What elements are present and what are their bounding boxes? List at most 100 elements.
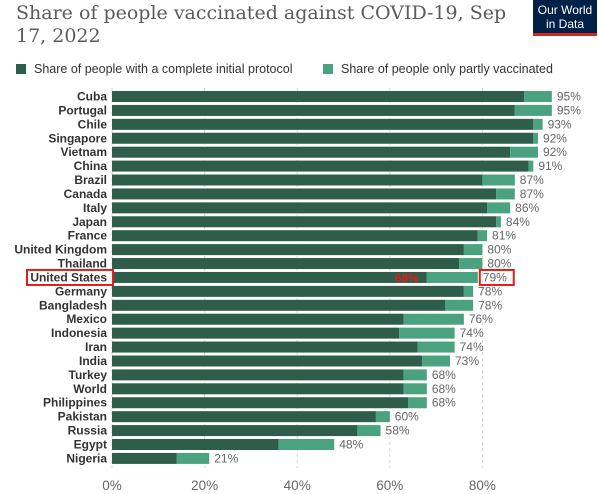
bar-complete-brazil: [112, 174, 483, 186]
bar-partly-cuba: [524, 91, 552, 102]
x-tick-label-80: 80%: [469, 478, 496, 493]
category-label-france: France: [68, 229, 108, 243]
value-label-brazil: 87%: [520, 173, 544, 187]
bar-complete-italy: [112, 202, 488, 214]
bar-complete-united-states: [112, 271, 427, 283]
bar-partly-singapore: [533, 132, 538, 144]
bar-partly-india: [422, 355, 450, 367]
category-label-india: India: [79, 354, 107, 368]
category-label-indonesia: Indonesia: [51, 326, 107, 340]
category-label-japan: Japan: [72, 215, 107, 229]
category-label-thailand: Thailand: [58, 257, 107, 271]
legend-item-partly[interactable]: Share of people only partly vaccinated: [323, 62, 553, 76]
value-label-pakistan: 60%: [395, 410, 419, 424]
category-label-vietnam: Vietnam: [61, 145, 107, 159]
value-label-portugal: 95%: [557, 103, 581, 117]
category-label-brazil: Brazil: [74, 173, 107, 187]
bar-complete-thailand: [112, 258, 460, 270]
value-label-turkey: 68%: [432, 368, 456, 382]
value-label-china: 91%: [538, 159, 562, 173]
bar-partly-mexico: [403, 313, 464, 325]
bar-complete-singapore: [112, 132, 534, 144]
bar-partly-egypt: [278, 439, 335, 450]
bar-complete-mexico: [112, 313, 404, 325]
bar-partly-brazil: [482, 174, 515, 186]
category-label-germany: Germany: [55, 284, 107, 298]
category-label-mexico: Mexico: [66, 312, 107, 326]
legend-item-complete[interactable]: Share of people with a complete initial …: [16, 62, 292, 76]
category-label-italy: Italy: [83, 201, 107, 215]
bar-complete-chile: [112, 118, 534, 130]
bar-complete-canada: [112, 188, 497, 200]
logo-line-2: in Data: [545, 17, 585, 31]
bar-complete-cuba: [112, 91, 525, 102]
value-label-united-kingdom: 80%: [487, 243, 511, 257]
category-label-chile: Chile: [78, 117, 108, 131]
legend-label-complete: Share of people with a complete initial …: [34, 62, 293, 76]
category-label-portugal: Portugal: [58, 103, 107, 117]
value-label-thailand: 80%: [487, 257, 511, 271]
bar-partly-turkey: [403, 369, 427, 381]
category-label-canada: Canada: [64, 187, 108, 201]
category-label-cuba: Cuba: [77, 90, 107, 104]
value-label-indonesia: 74%: [460, 326, 484, 340]
bar-partly-canada: [496, 188, 515, 200]
bar-complete-india: [112, 355, 423, 367]
annotation-label: 68%: [395, 271, 419, 285]
bar-complete-china: [112, 160, 529, 172]
bar-complete-nigeria: [112, 452, 177, 464]
category-label-singapore: Singapore: [48, 131, 107, 145]
x-tick-label-20: 20%: [191, 478, 218, 493]
bar-partly-philippines: [408, 397, 427, 409]
value-label-iran: 74%: [460, 340, 484, 354]
bar-complete-united-kingdom: [112, 244, 464, 256]
bar-partly-russia: [357, 425, 381, 437]
chart-title: Share of people vaccinated against COVID…: [16, 2, 507, 47]
category-label-world: World: [73, 382, 107, 396]
bar-complete-iran: [112, 341, 418, 353]
legend-swatch-complete: [16, 64, 26, 74]
value-label-canada: 87%: [520, 187, 544, 201]
value-label-philippines: 68%: [432, 396, 456, 410]
logo-line-1: Our World: [537, 3, 593, 17]
bar-partly-thailand: [459, 258, 483, 270]
category-label-nigeria: Nigeria: [66, 451, 107, 465]
category-label-china: China: [74, 159, 108, 173]
value-label-germany: 78%: [478, 284, 502, 298]
value-label-vietnam: 92%: [543, 145, 567, 159]
category-label-philippines: Philippines: [43, 396, 107, 410]
bar-partly-vietnam: [510, 146, 538, 158]
highlight-box-category: [26, 268, 114, 286]
owid-logo[interactable]: Our World in Data: [533, 0, 597, 36]
x-tick-label-0: 0%: [102, 478, 122, 493]
bar-complete-pakistan: [112, 411, 376, 423]
bar-partly-pakistan: [375, 411, 390, 423]
value-label-india: 73%: [455, 354, 479, 368]
bar-partly-bangladesh: [445, 299, 474, 311]
value-label-bangladesh: 78%: [478, 298, 502, 312]
x-tick-label-60: 60%: [376, 478, 403, 493]
bar-complete-germany: [112, 285, 464, 297]
bar-partly-chile: [533, 118, 543, 130]
bar-complete-world: [112, 383, 404, 395]
legend-label-partly: Share of people only partly vaccinated: [341, 62, 553, 76]
bar-complete-philippines: [112, 397, 409, 409]
bar-complete-bangladesh: [112, 299, 446, 311]
value-label-france: 81%: [492, 229, 516, 243]
bar-complete-turkey: [112, 369, 404, 381]
bar-partly-nigeria: [176, 452, 210, 464]
bar-complete-portugal: [112, 104, 515, 116]
value-label-world: 68%: [432, 382, 456, 396]
bar-partly-japan: [496, 216, 501, 228]
value-label-italy: 86%: [515, 201, 539, 215]
bar-partly-world: [403, 383, 427, 395]
category-label-united-states: United States: [30, 270, 107, 284]
bar-complete-russia: [112, 425, 358, 437]
value-label-egypt: 48%: [339, 438, 363, 452]
value-label-united-states: 79%: [483, 270, 507, 284]
bar-complete-egypt: [112, 439, 279, 450]
highlight-box-total: [478, 268, 515, 286]
category-label-iran: Iran: [85, 340, 107, 354]
value-label-japan: 84%: [506, 215, 530, 229]
